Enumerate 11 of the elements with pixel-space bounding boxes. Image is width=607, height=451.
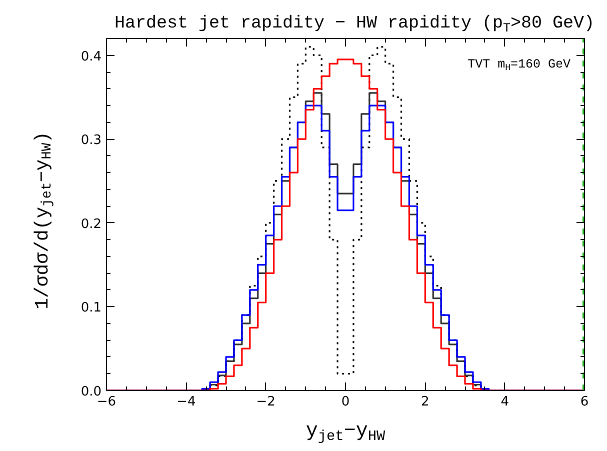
x-tick-label: −2 [256, 394, 276, 410]
x-tick-label: 2 [421, 394, 430, 410]
x-tick-label: −4 [176, 394, 196, 410]
y-tick-label: 0.3 [80, 133, 102, 148]
y-tick-label: 0.2 [80, 216, 102, 232]
x-tick-label: 0 [341, 394, 350, 410]
x-tick-label: 6 [580, 394, 589, 410]
y-axis-title: 1/σdσ/d(yjet−yHW) [32, 132, 56, 310]
y-tick-label: 0.4 [80, 49, 102, 64]
x-tick-label: 4 [500, 394, 509, 410]
y-tick-label: 0.1 [80, 300, 102, 316]
